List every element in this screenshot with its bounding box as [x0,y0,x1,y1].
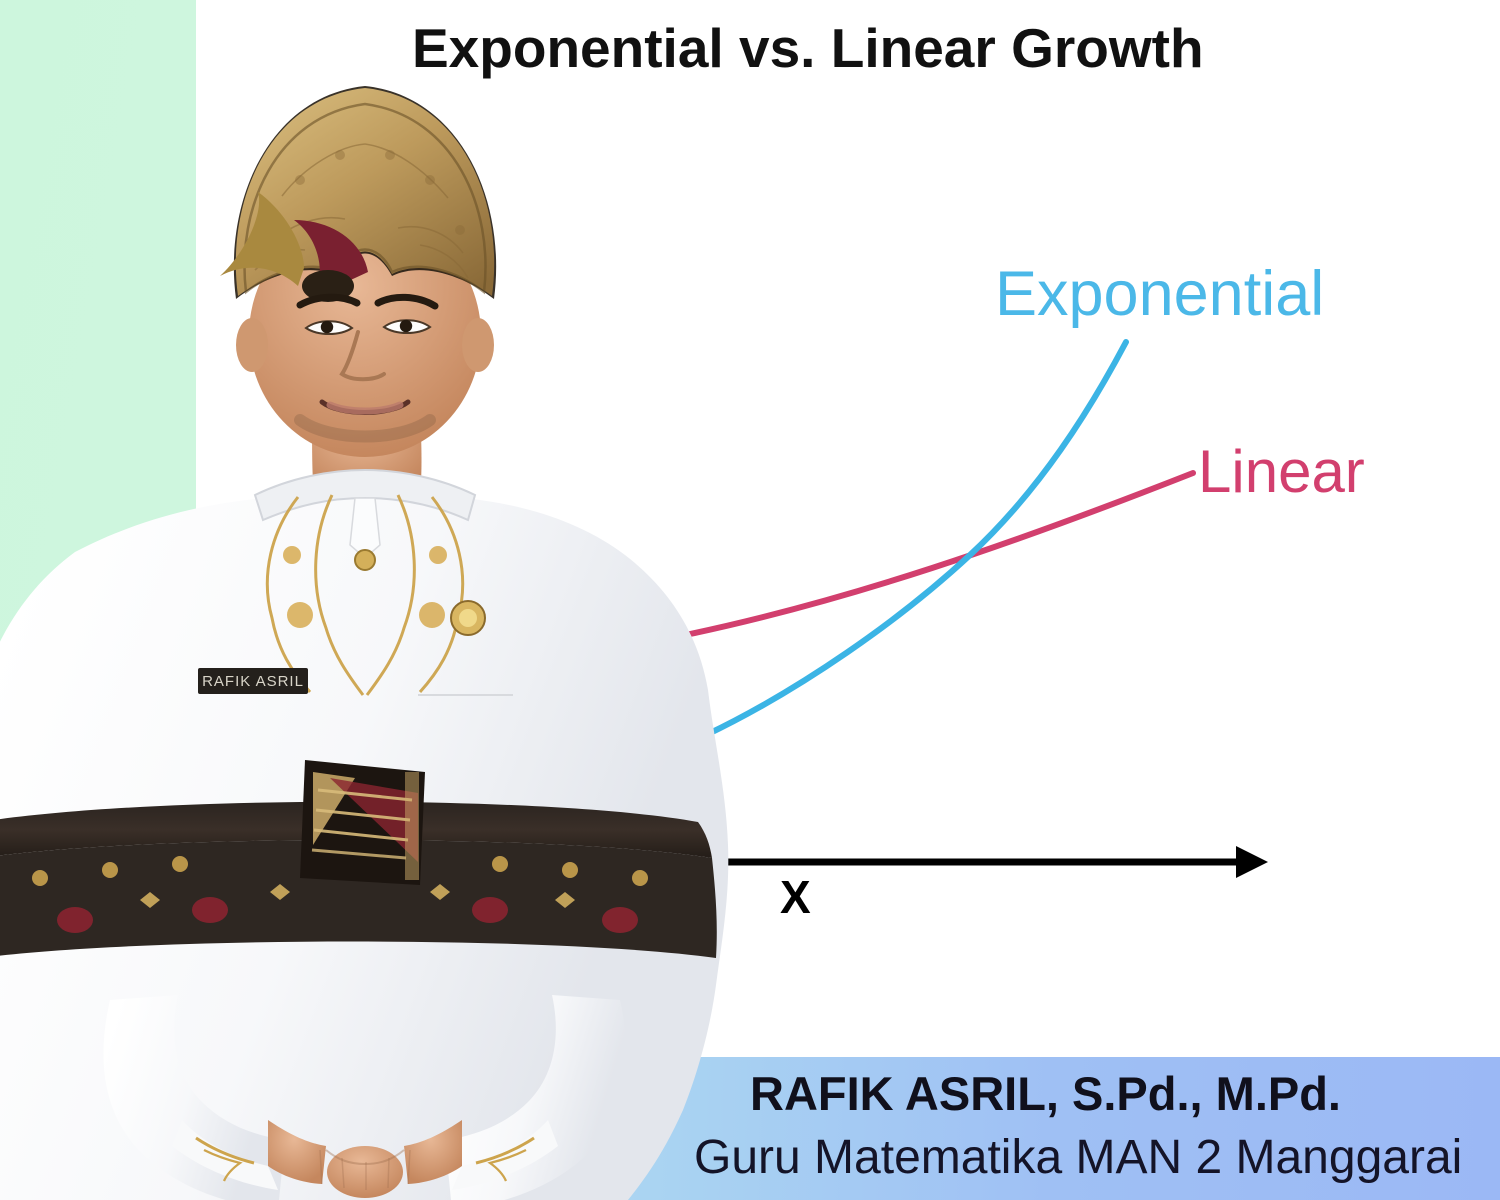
svg-text:RAFIK ASRIL: RAFIK ASRIL [202,673,304,690]
